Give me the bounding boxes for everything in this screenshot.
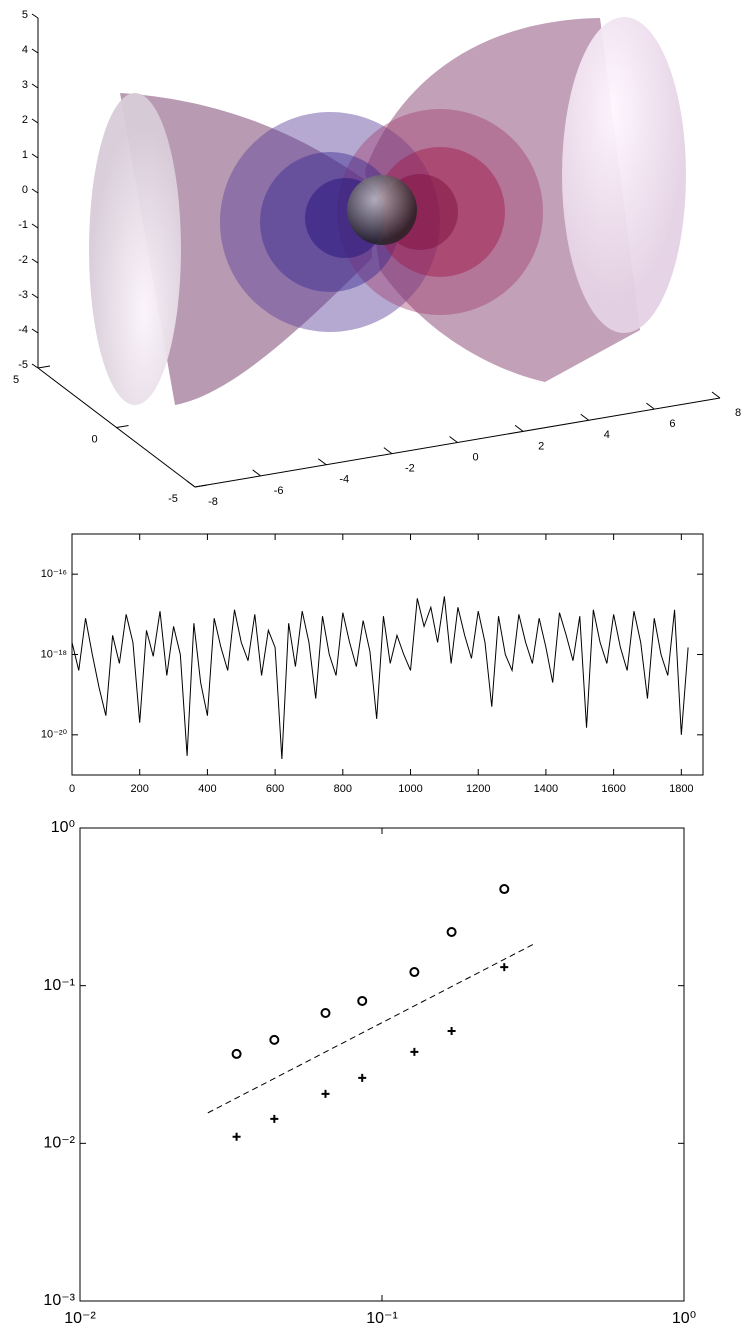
fit-line [207,942,537,1114]
y-tick [194,484,208,488]
y-tick-label: 10⁻²⁰ [41,729,68,741]
point [232,1132,241,1141]
z-tick [31,188,39,194]
point [446,926,457,937]
data-line [71,596,689,760]
x-tick-label: 600 [266,783,284,795]
z-tick-label: -5 [18,359,28,371]
x-tick [252,469,261,477]
y-tick-label: 0 [91,433,97,445]
x-tick-label: 0 [69,783,75,795]
y-tick-label: 10⁻¹⁶ [41,568,67,580]
y-tick-label: 10⁻² [43,1135,75,1152]
y-tick-label: 10⁻¹⁸ [41,648,67,660]
surface-left [120,93,372,405]
x-tick-label: 1000 [398,783,422,795]
x-tick-label: -2 [405,463,415,475]
x-tick [317,458,327,466]
point [321,1089,330,1098]
z-tick [31,293,39,299]
point [410,1047,419,1056]
point [447,1026,456,1035]
x-tick-label: 1200 [466,783,490,795]
rim-right [562,17,686,333]
x-tick-label: 2 [538,440,544,452]
point [320,1007,331,1018]
x-tick [514,424,524,432]
x-tick-label: 0 [472,451,478,463]
x-tick [646,402,655,410]
x-tick-label: 400 [198,783,216,795]
point [270,1114,279,1123]
y-tick [116,425,129,428]
point [269,1034,280,1045]
x-tick-label: 1400 [534,783,558,795]
x-tick-label: 200 [131,783,149,795]
core [347,175,417,245]
x-tick-label: -8 [208,496,218,508]
z-tick-label: 3 [22,79,28,91]
y-tick-label: -5 [168,493,178,505]
z-tick [31,118,39,124]
x-tick-label: -4 [339,474,349,486]
x-tick-label: 1600 [601,783,625,795]
z-tick [31,153,39,159]
x-tick [383,447,393,455]
rim-left [89,93,181,405]
z-tick [31,48,39,54]
z-tick [31,83,39,89]
y-tick-label: 10⁻³ [43,1292,75,1309]
point [500,963,509,972]
y-tick [37,365,51,369]
surfaces [89,17,686,405]
plot-area [79,827,685,1302]
point [357,995,368,1006]
point [358,1073,367,1082]
point [499,884,510,895]
x-tick [580,413,590,421]
point [409,967,420,978]
x-tick-label: 800 [334,783,352,795]
z-tick-label: 2 [22,114,28,126]
x-tick-label: 6 [669,418,675,430]
z-tick-label: -1 [18,219,28,231]
x-tick-label: 10⁻¹ [366,1310,398,1327]
z-tick-label: -2 [18,254,28,266]
z-tick [31,223,39,229]
x-tick-label: 8 [735,407,741,419]
x-tick-label: 10⁻² [64,1310,96,1327]
z-tick-label: -4 [18,324,28,336]
z-tick [31,258,39,264]
x-tick-label: 1800 [669,783,693,795]
z-tick [31,363,39,369]
z-tick-label: 0 [22,184,28,196]
z-tick-label: 1 [22,149,28,161]
z-tick [31,13,39,19]
point [231,1048,242,1059]
y-tick-label: 10⁰ [51,819,75,836]
x-tick [449,436,458,443]
x-tick-label: -6 [274,485,284,497]
x-tick [711,391,721,399]
x-tick-label: 10⁰ [672,1310,696,1327]
x-tick-label: 4 [604,429,610,441]
x-tick [186,480,196,488]
z-tick-label: -3 [18,289,28,301]
y-tick-label: 10⁻¹ [43,977,75,994]
z-tick-label: 4 [22,44,28,56]
y-tick-label: 5 [13,374,19,386]
z-tick [31,328,39,334]
z-tick-label: 5 [22,9,28,21]
